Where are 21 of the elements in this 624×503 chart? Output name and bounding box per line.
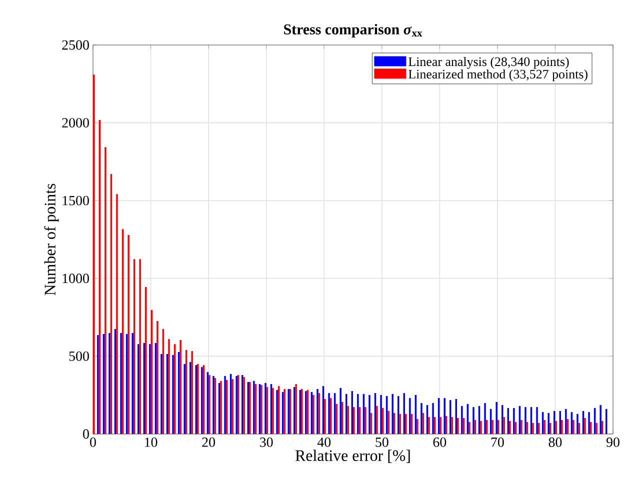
chart-title: Stress comparison σ$_{xx}$	[284, 24, 422, 38]
x-tick-label: 60	[433, 438, 446, 447]
y-tick-label: 500	[69, 351, 89, 361]
legend-label: Linearized method (33,527 points)	[408, 69, 588, 82]
x-tick-label: 90	[606, 438, 620, 447]
y-tick-label: 2000	[62, 118, 89, 128]
x-axis-title: Relative error [%]	[295, 450, 410, 463]
y-tick-label: 1500	[62, 196, 89, 206]
y-tick-label: 2500	[62, 40, 89, 50]
x-tick-label: 10	[145, 438, 158, 447]
x-tick-label: 50	[376, 438, 388, 447]
x-tick-label: 20	[202, 438, 215, 447]
y-axis-title: Number of points	[44, 184, 59, 296]
y-tick-label: 1000	[62, 274, 89, 284]
x-tick-label: 30	[260, 438, 273, 447]
x-tick-label: 0	[90, 438, 96, 447]
x-tick-label: 80	[548, 438, 562, 447]
legend-label: Linear analysis (28,340 points)	[408, 56, 569, 69]
x-tick-label: 40	[317, 438, 331, 447]
y-tick-label: 0	[83, 429, 89, 439]
x-tick-label: 70	[491, 438, 504, 447]
